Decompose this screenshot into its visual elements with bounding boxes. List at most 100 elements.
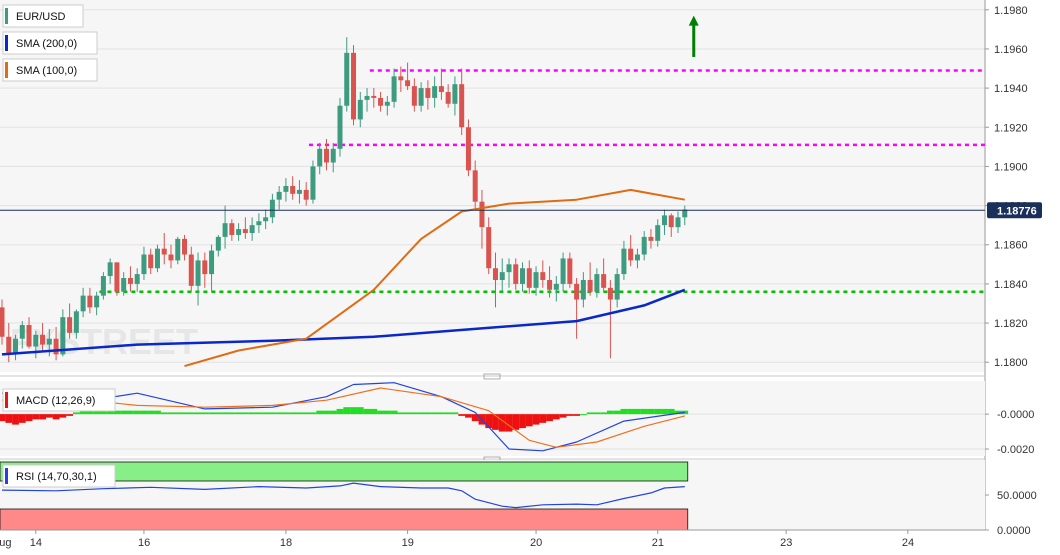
candle-body-up (33, 334, 39, 347)
candle-body-down (26, 325, 32, 347)
legend-sma100: SMA (100,0) (2, 58, 98, 82)
y-tick-label: 1.1900 (994, 161, 1028, 173)
candle-body-down (114, 262, 120, 292)
candle-body-up (310, 166, 316, 200)
macd-hist-bar-up (93, 408, 101, 415)
candle-body-up (580, 279, 586, 300)
candle-body-down (371, 95, 377, 98)
candle-body-down (229, 223, 235, 235)
candle-body-up (344, 52, 350, 106)
macd-hist-bar-down (498, 414, 506, 432)
macd-hist-bar-up (363, 408, 371, 415)
macd-hist-bar-up (127, 410, 134, 415)
macd-hist-bar-down (566, 414, 574, 416)
macd-hist-bar-up (194, 412, 202, 415)
candle-body-up (432, 86, 438, 98)
candle-body-up (418, 88, 424, 106)
candle-body-down (513, 264, 519, 284)
candle-body-up (13, 338, 19, 355)
macd-hist-bar-up (431, 412, 439, 415)
macd-hist-bar-down (66, 414, 73, 416)
macd-hist-bar-up (451, 412, 459, 415)
candle-body-up (209, 250, 215, 275)
candle-body-up (520, 268, 526, 284)
macd-hist-bar-up (106, 408, 114, 415)
candle-body-down (168, 254, 174, 261)
macd-hist-bar-up (404, 412, 411, 415)
candle-body-up (283, 186, 289, 192)
rsi-legend: RSI (14,70,30,1) (2, 464, 116, 488)
macd-hist-bar-down (18, 414, 26, 423)
x-tick-label: 14 (30, 537, 42, 549)
macd-hist-bar-down (52, 414, 60, 420)
candle-body-up (337, 105, 343, 149)
macd-hist-bar-up (377, 410, 384, 415)
macd-hist-bar-up (654, 408, 662, 415)
x-tick-label: 24 (902, 537, 914, 549)
candle-body-up (682, 209, 688, 218)
candle-body-up (100, 276, 106, 296)
sma200-line (1, 288, 686, 356)
macd-hist-bar-up (343, 407, 351, 415)
candle-body-up (73, 311, 79, 333)
macd-legend: MACD (12,26,9) (2, 388, 116, 412)
legend-eurusd-box (2, 4, 84, 28)
candle-body-down (378, 97, 384, 106)
legend-sma200-swatch (5, 35, 8, 51)
macd-hist-bar-up (620, 408, 628, 415)
macd-hist-bar-down (59, 414, 67, 418)
legend-sma200: SMA (200,0) (2, 31, 98, 55)
candle-body-down (290, 186, 296, 194)
macd-hist-bar-up (241, 412, 249, 415)
candle-body-down (540, 272, 546, 280)
macd-hist-bar-down (559, 414, 567, 418)
rsi-legend-swatch (5, 468, 8, 484)
candle-body-down (648, 236, 654, 241)
candle-body-up (364, 95, 370, 100)
candle-body-up (60, 317, 66, 355)
macd-hist-bar-up (607, 410, 614, 415)
macd-hist-bar-up (174, 412, 182, 415)
candle-body-down (526, 268, 532, 288)
candle-body-down (472, 170, 478, 202)
macd-legend-box (2, 388, 116, 412)
candle-body-up (384, 101, 390, 106)
candle-body-down (323, 148, 329, 163)
macd-hist-bar-up (634, 408, 641, 415)
candle-body-down (465, 127, 471, 171)
macd-hist-bar-down (39, 414, 46, 420)
candle-body-down (405, 80, 411, 87)
candle-body-down (492, 268, 498, 280)
macd-hist-bar-down (25, 414, 33, 422)
rsi-legend-box (2, 464, 116, 488)
macd-hist-bar-up (593, 412, 601, 415)
macd-hist-bar-down (552, 414, 560, 420)
macd-hist-bar-up (600, 412, 608, 415)
macd-hist-bar-up (113, 410, 121, 415)
candle-body-down (6, 336, 12, 355)
x-tick-label: 19 (402, 537, 414, 549)
candle-body-up (175, 238, 181, 261)
macd-hist-bar-up (140, 410, 148, 415)
candle-body-down (574, 283, 580, 300)
macd-hist-bar-up (201, 412, 209, 415)
candle-body-up (269, 199, 275, 218)
macd-hist-bar-up (329, 410, 337, 415)
x-tick-label: 16 (138, 537, 150, 549)
macd-hist-bar-up (154, 410, 161, 415)
macd-hist-bar-up (383, 410, 391, 415)
macd-hist-bar-up (282, 412, 290, 415)
candle-body-down (398, 76, 404, 81)
macd-hist-bar-down (465, 414, 472, 418)
macd-hist-bar-down (12, 414, 19, 425)
macd-hist-bar-down (546, 414, 553, 422)
candle-body-up (317, 148, 323, 167)
macd-panel: -0.0000 -0.0020 MACD (12,26,9) (0, 381, 1034, 456)
candle-body-down (567, 258, 573, 284)
main-plot-bg (0, 0, 985, 372)
candle-body-down (445, 92, 451, 104)
y-tick-label: 1.1920 (994, 122, 1028, 134)
candle-body-down (459, 84, 465, 128)
candle-body-up (634, 254, 640, 261)
